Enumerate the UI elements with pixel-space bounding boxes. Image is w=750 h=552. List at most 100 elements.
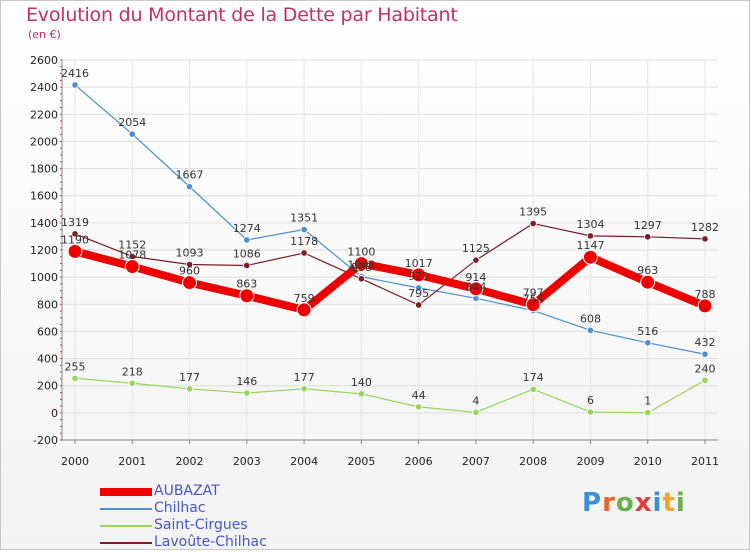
data-label-aubazat-2005: 1100	[347, 246, 375, 259]
logo-letter: r	[602, 488, 616, 518]
point-chilhac-2002	[185, 183, 194, 191]
legend-label-aubazat: AUBAZAT	[154, 483, 220, 499]
point-saint-cirgues-2010	[644, 409, 652, 417]
x-tick-label-2011: 2011	[691, 455, 719, 468]
x-tick-label-2007: 2007	[462, 455, 490, 468]
point-lavoute-chilhac-2002	[185, 260, 194, 269]
data-label-lavoute-chilhac-2011: 1282	[691, 221, 719, 234]
legend-swatch-lavoute-chilhac	[100, 542, 152, 544]
series-line-saint-cirgues	[74, 377, 706, 414]
data-label-lavoute-chilhac-2003: 1086	[233, 247, 261, 260]
point-lavoute-chilhac-2010	[644, 233, 652, 241]
data-label-lavoute-chilhac-2001: 1152	[118, 239, 146, 252]
y-tick-label-2400: 2400	[30, 81, 58, 94]
point-aubazat-2002	[182, 275, 198, 291]
point-aubazat-2008	[525, 297, 541, 313]
series-line-chilhac	[74, 84, 706, 355]
y-tick-label-1400: 1400	[30, 217, 58, 230]
point-aubazat-2000	[67, 243, 83, 259]
point-aubazat-2007	[468, 281, 484, 297]
y-tick-label-2200: 2200	[30, 108, 58, 121]
x-tick-label-2002: 2002	[176, 455, 204, 468]
point-aubazat-2001	[124, 259, 140, 275]
legend-label-lavoute-chilhac: Lavoûte-Chilhac	[154, 534, 267, 550]
data-label-lavoute-chilhac-2008: 1395	[519, 206, 547, 219]
y-tick-label-400: 400	[37, 353, 58, 366]
point-chilhac-2001	[128, 130, 136, 138]
data-label-chilhac-2004: 1351	[290, 212, 318, 225]
point-aubazat-2004	[296, 302, 312, 318]
data-label-lavoute-chilhac-2005: 988	[351, 261, 372, 274]
chart-subtitle: (en €)	[28, 28, 61, 41]
point-chilhac-2009	[586, 326, 595, 334]
legend-label-saint-cirgues: Saint-Cirgues	[154, 517, 248, 533]
point-aubazat-2006	[411, 267, 427, 283]
chart-title: Evolution du Montant de la Dette par Hab…	[26, 4, 458, 26]
point-lavoute-chilhac-2009	[586, 232, 595, 240]
series-line-lavoute-chilhac	[74, 222, 706, 306]
data-label-aubazat-2009: 1147	[576, 239, 604, 252]
data-label-lavoute-chilhac-2002: 1093	[176, 247, 204, 260]
x-tick-label-2009: 2009	[576, 455, 604, 468]
data-label-saint-cirgues-2010: 1	[644, 395, 651, 408]
point-aubazat-2003	[239, 288, 255, 304]
data-label-lavoute-chilhac-2007: 1125	[462, 242, 490, 255]
point-saint-cirgues-2009	[586, 408, 595, 416]
data-label-chilhac-2007: 844	[465, 280, 486, 293]
legend-swatch-aubazat	[100, 488, 152, 496]
y-tick-label-600: 600	[37, 325, 58, 338]
point-lavoute-chilhac-2003	[243, 261, 251, 270]
y-tick-label-800: 800	[37, 298, 58, 311]
point-saint-cirgues-2005	[357, 390, 365, 398]
x-tick-label-2000: 2000	[61, 455, 89, 468]
point-lavoute-chilhac-2005	[357, 275, 365, 283]
logo-letter: x	[634, 488, 653, 518]
data-label-chilhac-2008: 754	[523, 293, 544, 306]
logo-letter: t	[662, 488, 676, 518]
y-tick-label-1000: 1000	[30, 271, 58, 284]
data-label-saint-cirgues-2002: 177	[179, 371, 200, 384]
data-label-lavoute-chilhac-2004: 1178	[290, 235, 318, 248]
data-label-aubazat-2001: 1078	[118, 249, 146, 262]
data-label-aubazat-2002: 960	[179, 265, 200, 278]
data-label-lavoute-chilhac-2000: 1319	[61, 216, 89, 229]
point-chilhac-2000	[71, 81, 79, 89]
point-lavoute-chilhac-2007	[472, 256, 480, 264]
point-lavoute-chilhac-2006	[415, 301, 423, 309]
data-label-lavoute-chilhac-2006: 795	[408, 287, 429, 300]
x-tick-label-2003: 2003	[233, 455, 261, 468]
data-label-chilhac-2000: 2416	[61, 67, 89, 80]
x-tick-label-2004: 2004	[290, 455, 318, 468]
point-chilhac-2003	[243, 236, 251, 244]
data-label-aubazat-2011: 788	[695, 288, 716, 301]
data-label-chilhac-2003: 1274	[233, 222, 261, 235]
data-label-saint-cirgues-2005: 140	[351, 376, 372, 389]
point-lavoute-chilhac-2004	[300, 249, 308, 257]
data-label-chilhac-2002: 1667	[176, 169, 204, 182]
data-label-aubazat-2007: 914	[465, 271, 486, 284]
point-aubazat-2009	[582, 249, 598, 265]
data-label-aubazat-2008: 797	[523, 287, 544, 300]
data-label-lavoute-chilhac-2010: 1297	[634, 219, 662, 232]
y-tick-label-0: 0	[51, 407, 58, 420]
data-label-saint-cirgues-2001: 218	[122, 365, 143, 378]
point-lavoute-chilhac-2000	[71, 230, 79, 238]
y-tick-label--200: -200	[33, 434, 58, 447]
y-tick-label-1200: 1200	[30, 244, 58, 257]
legend-label-chilhac: Chilhac	[154, 500, 206, 516]
point-chilhac-2011	[701, 350, 709, 358]
data-label-chilhac-2011: 432	[695, 336, 716, 349]
data-label-chilhac-2006: 921	[408, 270, 429, 283]
x-tick-label-2005: 2005	[347, 455, 375, 468]
data-label-saint-cirgues-2004: 177	[294, 371, 315, 384]
data-label-saint-cirgues-2008: 174	[523, 371, 544, 384]
y-tick-label-1600: 1600	[30, 190, 58, 203]
point-saint-cirgues-2002	[185, 385, 194, 393]
logo-letter: i	[675, 488, 686, 518]
data-label-aubazat-2006: 1017	[405, 257, 433, 270]
y-tick-label-2600: 2600	[30, 54, 58, 67]
point-saint-cirgues-2011	[701, 376, 709, 384]
point-lavoute-chilhac-2011	[701, 235, 709, 243]
data-label-saint-cirgues-2000: 255	[65, 360, 86, 373]
